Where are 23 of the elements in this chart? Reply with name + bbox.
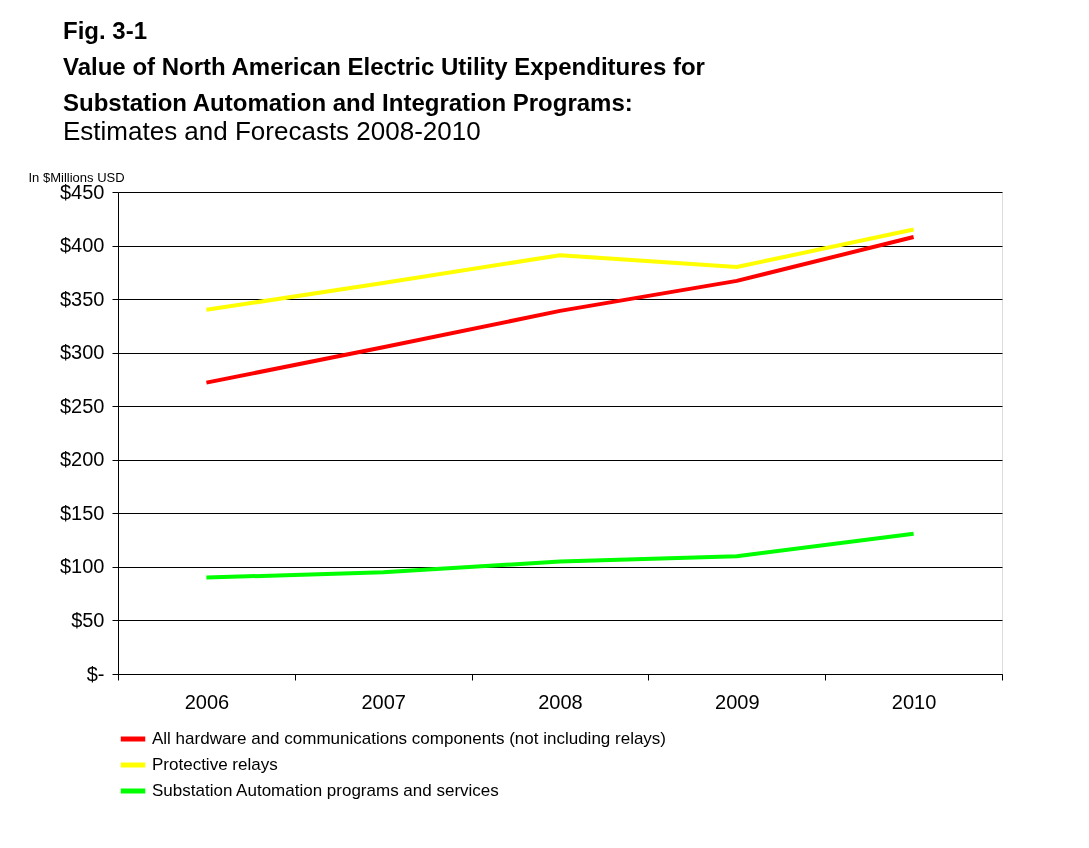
x-tick-label: 2008 [538,690,583,713]
y-tick-label: $50 [71,608,105,631]
line-series [204,234,916,385]
y-tick-label: $150 [60,501,105,524]
y-tick-label: $- [86,662,105,685]
legend-label: Substation Automation programs and services [152,781,499,800]
y-tick-label: $400 [60,234,105,257]
chart-subtitle: Estimates and Forecasts 2008-2010 [63,116,481,146]
legend-label: All hardware and communications components (not including relays) [152,729,667,748]
x-tick-label: 2009 [715,690,760,713]
legend-label: Protective relays [152,755,278,774]
y-tick-label: $100 [60,555,105,578]
y-tick-label: $250 [60,394,105,417]
y-tick-label: $350 [60,287,105,310]
chart-title: Fig. 3-1 Value of North American Electric Utility Expenditures for Substation Automation and Integration Programs: [63,17,705,116]
line-series [204,227,916,312]
x-tick-label: 2006 [184,690,230,713]
x-tick-label: 2010 [891,690,937,713]
line-series [204,531,916,580]
y-tick-label: $300 [60,341,105,364]
y-tick-label: $200 [60,448,105,471]
y-axis-title: In $Millions USD [28,169,125,185]
x-tick-label: 2007 [361,690,406,713]
